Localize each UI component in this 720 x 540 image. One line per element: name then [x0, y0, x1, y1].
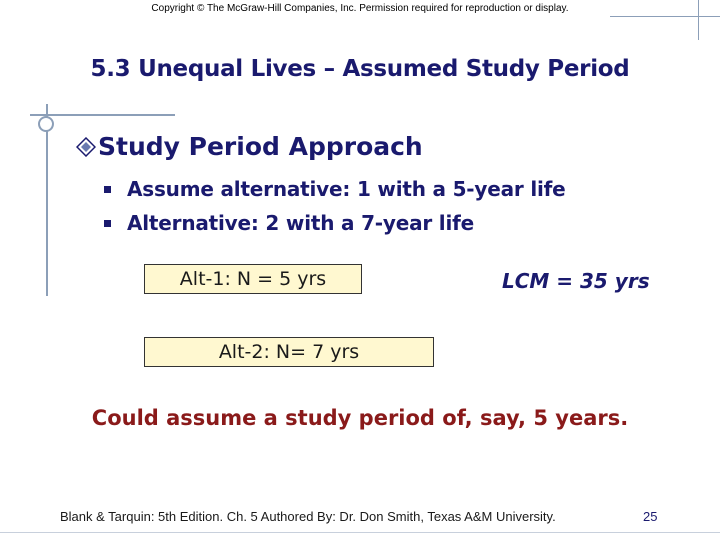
- list-item-text: Alternative: 2 with a 7-year life: [127, 211, 474, 235]
- alt2-life-box: Alt-2: N= 7 yrs: [144, 337, 434, 367]
- page-number: 25: [643, 509, 658, 524]
- conclusion-text: Could assume a study period of, say, 5 y…: [91, 406, 629, 430]
- copyright-notice: Copyright © The McGraw-Hill Companies, I…: [151, 3, 569, 14]
- square-bullet-icon: [104, 185, 111, 193]
- list-item-text: Assume alternative: 1 with a 5-year life: [127, 177, 566, 201]
- corner-decoration-vertical: [698, 0, 699, 40]
- decoration-horizontal-line: [30, 114, 175, 116]
- corner-decoration-horizontal: [610, 16, 720, 17]
- lcm-label: LCM = 35 yrs: [502, 269, 650, 293]
- decoration-vertical-line: [46, 104, 48, 296]
- footer-divider: [0, 532, 720, 533]
- list-item: Assume alternative: 1 with a 5-year life: [104, 172, 566, 206]
- section-heading: Study Period Approach: [76, 132, 423, 161]
- diamond-icon: [76, 136, 96, 157]
- alt1-life-box: Alt-1: N = 5 yrs: [144, 264, 362, 294]
- footer-credit: Blank & Tarquin: 5th Edition. Ch. 5 Auth…: [60, 509, 556, 524]
- slide-title: 5.3 Unequal Lives – Assumed Study Period: [90, 56, 630, 82]
- list-item: Alternative: 2 with a 7-year life: [104, 206, 566, 240]
- bullet-list: Assume alternative: 1 with a 5-year life…: [104, 172, 566, 240]
- square-bullet-icon: [104, 219, 111, 227]
- decoration-circle-icon: [38, 116, 54, 132]
- section-heading-text: Study Period Approach: [98, 132, 423, 161]
